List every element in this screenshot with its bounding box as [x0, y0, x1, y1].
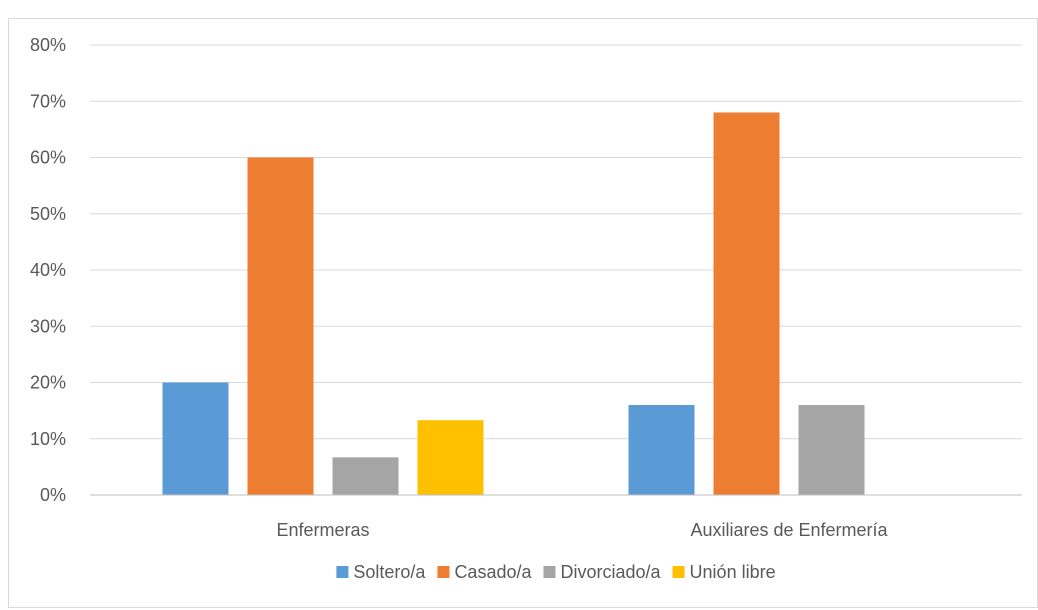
chart-frame	[8, 18, 1038, 608]
y-tick-label: 50%	[30, 204, 66, 224]
legend-swatch	[543, 566, 556, 578]
y-tick-label: 60%	[30, 148, 66, 168]
gridlines	[90, 44, 1022, 440]
bars	[162, 112, 865, 495]
legend-swatch	[672, 566, 685, 578]
category-label: Enfermeras	[276, 520, 369, 540]
y-tick-label: 80%	[30, 35, 66, 55]
y-tick-label: 40%	[30, 260, 66, 280]
y-tick-label: 30%	[30, 316, 66, 336]
legend-label: Unión libre	[690, 562, 776, 582]
legend-label: Soltero/a	[353, 562, 426, 582]
bar-uni-n-libre-0	[417, 420, 484, 495]
legend-label: Casado/a	[454, 562, 532, 582]
y-tick-label: 20%	[30, 373, 66, 393]
y-axis-tick-labels: 0% 10% 20% 30% 40% 50% 60% 70% 80%	[30, 35, 66, 505]
legend-label: Divorciado/a	[561, 562, 662, 582]
bar-soltero-a-0	[162, 382, 229, 495]
bar-soltero-a-1	[628, 405, 695, 495]
bar-divorciado-a-1	[798, 405, 865, 495]
bar-casado-a-1	[713, 112, 780, 495]
category-labels: Enfermeras Auxiliares de Enfermería	[276, 520, 888, 540]
bar-divorciado-a-0	[332, 457, 399, 495]
y-tick-label: 0%	[40, 485, 66, 505]
y-tick-label: 10%	[30, 429, 66, 449]
y-tick-label: 70%	[30, 91, 66, 111]
legend: Soltero/a Casado/a Divorciado/a Unión libre	[336, 562, 776, 582]
category-label: Auxiliares de Enfermería	[690, 520, 888, 540]
bar-casado-a-0	[247, 157, 314, 495]
legend-swatch	[437, 566, 450, 578]
legend-swatch	[336, 566, 349, 578]
